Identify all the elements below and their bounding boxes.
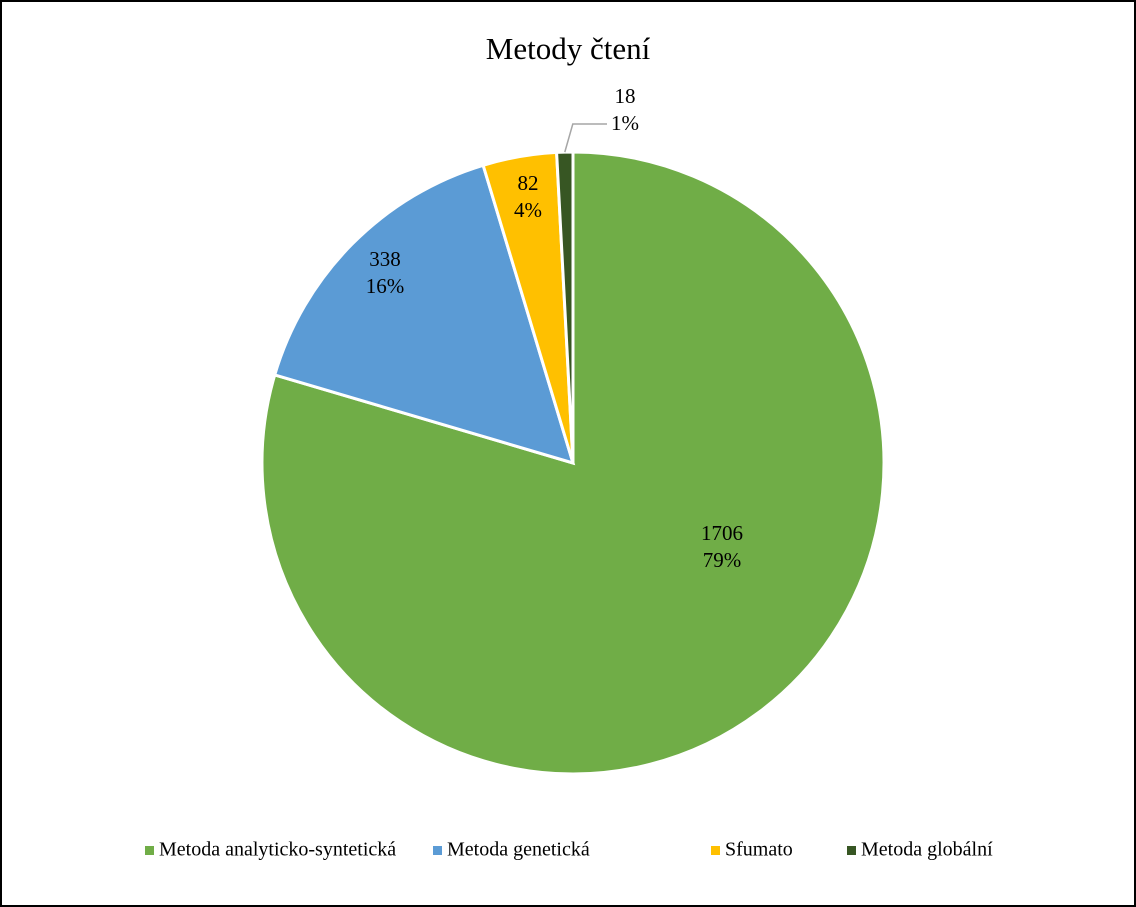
pie-slice [272,163,576,466]
pie-slice [555,150,575,464]
percent-label: 4% [514,198,542,222]
legend-swatch [145,846,154,855]
percent-label: 16% [366,274,405,298]
chart-title: Metody čtení [486,31,651,66]
percent-label: 1% [611,111,639,135]
legend-label: Sfumato [725,839,793,861]
data-label: 1706 [701,521,743,545]
leader-line [564,123,607,153]
percent-label: 79% [703,548,742,572]
legend-label: Metoda globální [861,839,993,861]
data-label: 82 [518,171,539,195]
legend-label: Metoda genetická [447,839,590,861]
legend-swatch [711,846,720,855]
pie-slice [260,150,886,776]
legend-label: Metoda analyticko-syntetická [159,839,396,861]
data-label: 18 [615,84,636,108]
legend-swatch [433,846,442,855]
data-label: 338 [369,247,401,271]
legend-swatch [847,846,856,855]
